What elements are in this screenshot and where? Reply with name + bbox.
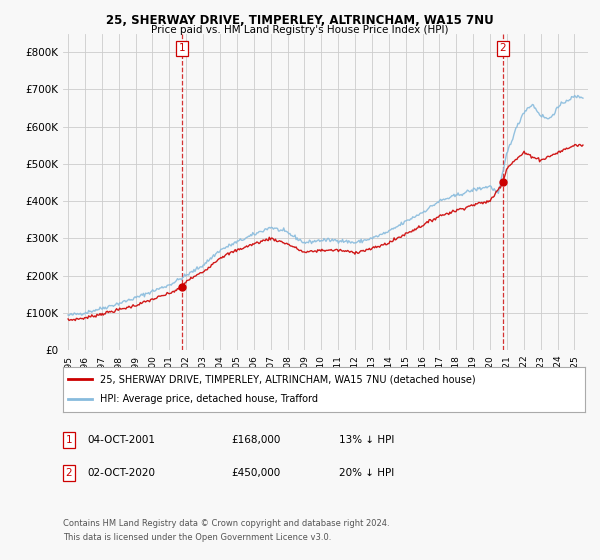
Text: This data is licensed under the Open Government Licence v3.0.: This data is licensed under the Open Gov… (63, 533, 331, 542)
Text: HPI: Average price, detached house, Trafford: HPI: Average price, detached house, Traf… (100, 394, 317, 404)
Text: 02-OCT-2020: 02-OCT-2020 (87, 468, 155, 478)
Text: 25, SHERWAY DRIVE, TIMPERLEY, ALTRINCHAM, WA15 7NU: 25, SHERWAY DRIVE, TIMPERLEY, ALTRINCHAM… (106, 14, 494, 27)
Text: 20% ↓ HPI: 20% ↓ HPI (339, 468, 394, 478)
Text: 2: 2 (65, 468, 73, 478)
Text: 04-OCT-2001: 04-OCT-2001 (87, 435, 155, 445)
Text: 1: 1 (179, 44, 185, 54)
Text: 25, SHERWAY DRIVE, TIMPERLEY, ALTRINCHAM, WA15 7NU (detached house): 25, SHERWAY DRIVE, TIMPERLEY, ALTRINCHAM… (100, 374, 475, 384)
Text: 13% ↓ HPI: 13% ↓ HPI (339, 435, 394, 445)
Text: 1: 1 (65, 435, 73, 445)
Text: £168,000: £168,000 (231, 435, 280, 445)
Text: Contains HM Land Registry data © Crown copyright and database right 2024.: Contains HM Land Registry data © Crown c… (63, 519, 389, 528)
Text: 2: 2 (499, 44, 506, 54)
Text: £450,000: £450,000 (231, 468, 280, 478)
Text: Price paid vs. HM Land Registry's House Price Index (HPI): Price paid vs. HM Land Registry's House … (151, 25, 449, 35)
